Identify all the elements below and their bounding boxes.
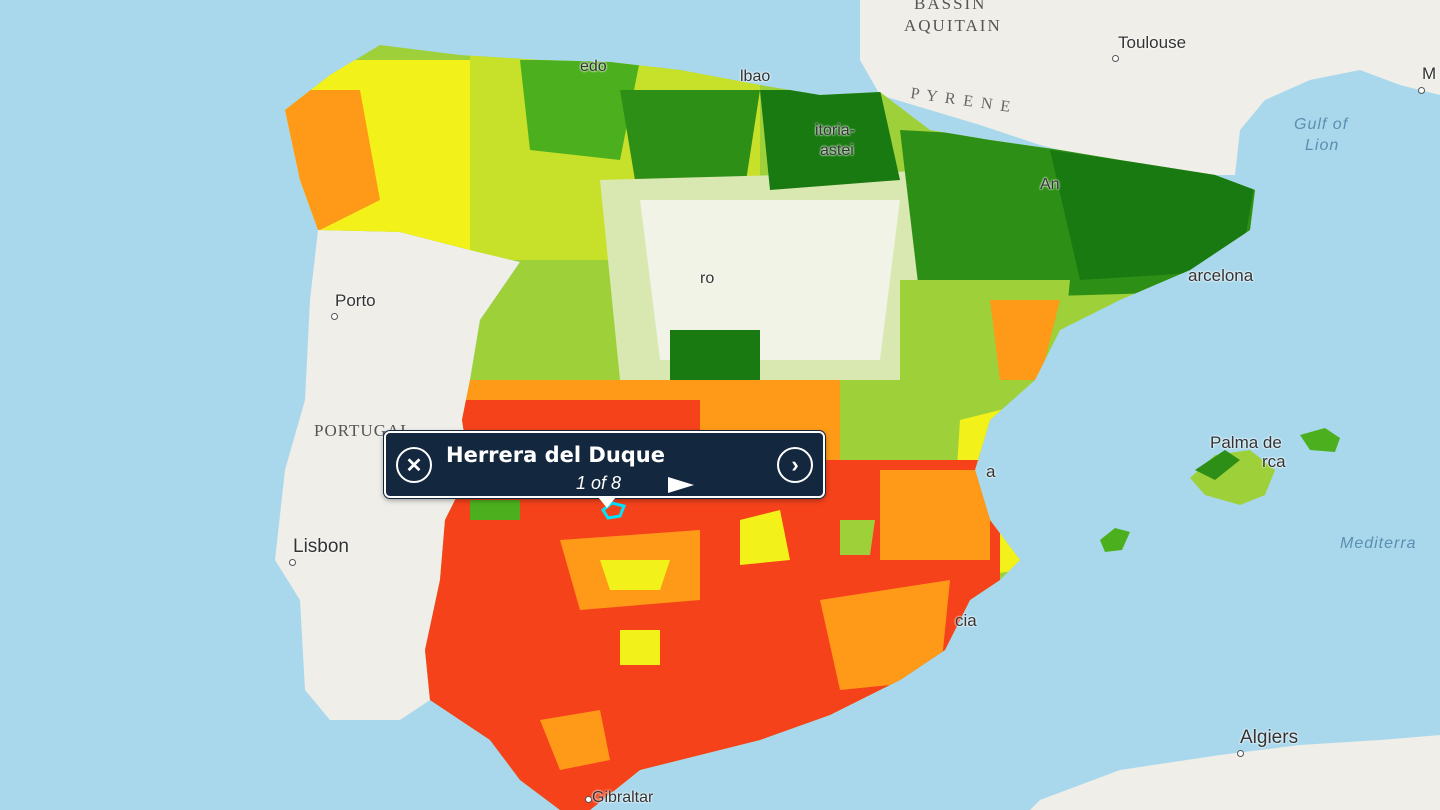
africa-land (1030, 735, 1440, 810)
label-mallorca-cut: rca (1262, 452, 1286, 471)
label-zaragoza-cut: ro (700, 270, 715, 287)
close-icon[interactable]: ✕ (396, 447, 432, 483)
city-dot-porto (331, 313, 338, 320)
label-mediterra: Mediterra (1340, 535, 1417, 552)
label-vitoria-cut: itoria- (815, 122, 856, 139)
chevron-right-icon[interactable]: › (777, 447, 813, 483)
city-dot-gibraltar (585, 796, 592, 803)
popup-title: Herrera del Duque (446, 443, 666, 467)
label-barcelona-cut: arcelona (1188, 266, 1254, 285)
ibiza (1100, 528, 1130, 552)
label-palma-de: Palma de (1210, 433, 1282, 452)
label-valencia-cut: a (986, 462, 996, 481)
france-land (860, 0, 1440, 175)
label-m-cut: M (1422, 64, 1437, 83)
label-toulouse: Toulouse (1118, 33, 1187, 52)
label-aquitain: AQUITAIN (904, 16, 1002, 35)
label-porto: Porto (335, 291, 376, 310)
label-an-cut: An (1040, 176, 1060, 193)
mallorca-north (1195, 450, 1240, 480)
feature-popup: ✕ Herrera del Duque 1 of 8 › (384, 431, 825, 508)
city-dot-toulouse (1112, 55, 1119, 62)
label-gasteiz-cut: astei (820, 142, 854, 159)
label-murcia-cut: cia (955, 611, 977, 630)
label-oviedo-cut: edo (580, 58, 607, 75)
menorca (1300, 428, 1340, 452)
city-dot-lisbon (289, 559, 296, 566)
city-dot-m (1418, 87, 1425, 94)
label-gulf-of: Gulf of (1294, 116, 1349, 133)
label-bassin: BASSIN (914, 0, 987, 13)
label-algiers: Algiers (1240, 727, 1299, 748)
popup-count: 1 of 8 (576, 473, 622, 493)
label-lisbon: Lisbon (293, 536, 349, 557)
play-arrow-icon[interactable] (668, 477, 694, 493)
label-gibraltar: Gibraltar (592, 789, 654, 806)
label-lion: Lion (1305, 137, 1340, 154)
label-bilbao-cut: lbao (740, 68, 771, 85)
city-dot-algiers (1237, 750, 1244, 757)
